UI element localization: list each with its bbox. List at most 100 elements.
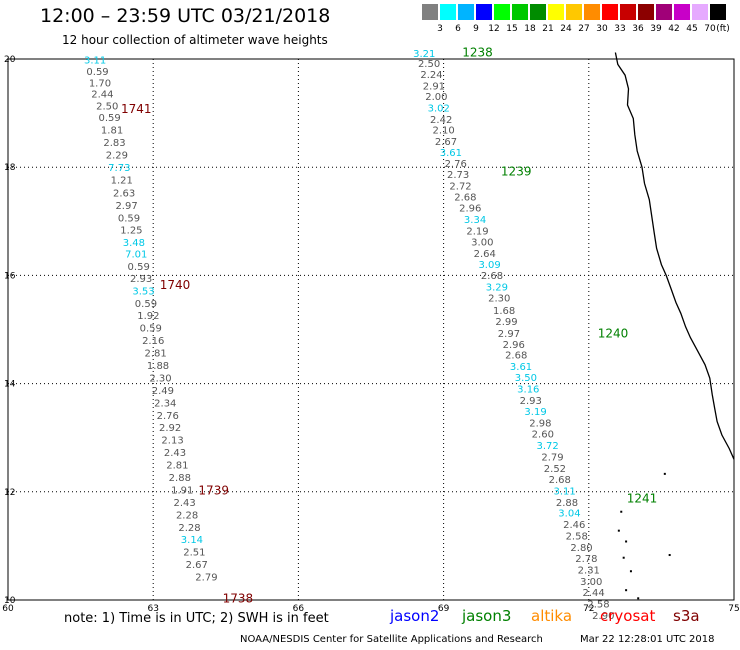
wave-height-value: 0.59: [128, 262, 150, 273]
wave-height-value: 2.90: [592, 611, 614, 622]
latitude-tick-label: 20: [4, 55, 16, 65]
longitude-tick-label: 72: [583, 604, 594, 614]
wave-height-value: 2.88: [169, 473, 191, 484]
units-note: note: 1) Time is in UTC; 2) SWH is in fe…: [64, 611, 329, 626]
wave-height-value: 2.68: [505, 351, 527, 362]
legend-swatch: [710, 4, 726, 20]
map-title: 12:00 – 23:59 UTC 03/21/2018: [40, 5, 331, 27]
credit-text: NOAA/NESDIS Center for Satellite Applica…: [240, 634, 543, 645]
wave-height-value: 0.59: [135, 299, 157, 310]
island-dot: [663, 472, 666, 475]
pass-time-label: 1739: [198, 484, 229, 498]
wave-height-value: 2.16: [142, 336, 164, 347]
wave-height-value: 2.30: [488, 293, 510, 304]
legend-label: 12: [488, 24, 500, 34]
legend-swatch: [638, 4, 654, 20]
wave-height-value: 3.11: [84, 55, 106, 66]
map-subtitle: 12 hour collection of altimeter wave hei…: [62, 33, 328, 47]
mission-cryosat: cryosat: [600, 607, 656, 625]
legend-label: 45: [686, 24, 698, 34]
legend-swatch: [692, 4, 708, 20]
timestamp-text: Mar 22 12:28:01 UTC 2018: [580, 634, 715, 645]
wave-height-value: 2.79: [541, 452, 563, 463]
wave-height-value: 2.63: [113, 188, 135, 199]
wave-height-value: 2.46: [563, 520, 585, 531]
wave-height-value: 2.58: [587, 600, 609, 611]
legend-swatch: [458, 4, 474, 20]
wave-height-value: 2.68: [454, 193, 476, 204]
legend-label: 15: [506, 24, 518, 34]
legend-swatch: [656, 4, 672, 20]
latitude-tick-label: 12: [4, 488, 15, 498]
island-dot: [622, 556, 625, 559]
wave-height-value: 2.93: [130, 274, 152, 285]
wave-height-value: 1.91: [171, 485, 193, 496]
legend-label: 18: [524, 24, 536, 34]
wave-height-value: 2.51: [183, 548, 205, 559]
wave-height-value: 2.43: [164, 448, 186, 459]
legend-label: 6: [455, 24, 461, 34]
wave-height-value: 2.10: [432, 126, 454, 137]
wave-height-value: 2.98: [529, 418, 551, 429]
latitude-tick-label: 18: [4, 163, 16, 173]
wave-height-value: 3.50: [515, 373, 537, 384]
legend-swatch: [512, 4, 528, 20]
legend-swatch: [530, 4, 546, 20]
wave-height-value: 2.52: [544, 464, 566, 475]
wave-height-value: 2.68: [549, 475, 571, 486]
wave-height-value: 2.78: [575, 554, 597, 565]
legend-label: 24: [560, 24, 572, 34]
wave-height-value: 3.16: [517, 384, 539, 395]
legend-swatch: [584, 4, 600, 20]
wave-height-value: 3.21: [413, 49, 435, 60]
wave-height-value: 3.00: [471, 238, 493, 249]
longitude-tick-label: 75: [728, 604, 739, 614]
wave-height-value: 3.61: [440, 148, 462, 159]
wave-height-value: 2.96: [503, 340, 525, 351]
wave-height-value: 2.34: [154, 398, 176, 409]
wave-height-value: 2.81: [166, 461, 188, 472]
legend-label: 3: [437, 24, 443, 34]
wave-height-value: 2.30: [149, 373, 171, 384]
wave-height-value: 2.73: [447, 170, 469, 181]
wave-height-value: 2.97: [498, 329, 520, 340]
wave-height-value: 3.72: [537, 441, 559, 452]
wave-height-value: 2.28: [178, 523, 200, 534]
wave-height-value: 2.67: [186, 560, 208, 571]
pass-time-label: 1239: [501, 164, 532, 178]
wave-height-value: 2.28: [176, 510, 198, 521]
pass-time-label: 1738: [223, 592, 254, 606]
wave-height-value: 2.88: [556, 498, 578, 509]
wave-height-value: 2.76: [157, 411, 179, 422]
wave-height-value: 3.34: [464, 215, 486, 226]
wave-height-value: 2.93: [520, 396, 542, 407]
legend-label: 27: [578, 24, 590, 34]
legend-swatch: [566, 4, 582, 20]
wave-height-value: 2.97: [115, 201, 137, 212]
island-dot: [625, 540, 628, 543]
wave-height-value: 1.25: [120, 226, 142, 237]
wave-height-value: 1.92: [137, 311, 159, 322]
wave-height-value: 2.44: [91, 89, 113, 100]
longitude-tick-label: 69: [438, 604, 450, 614]
wave-height-value: 2.92: [159, 423, 181, 434]
wave-height-value: 2.64: [474, 249, 496, 260]
island-dot: [629, 570, 632, 573]
wave-height-value: 2.96: [459, 204, 481, 215]
wave-height-value: 2.42: [430, 115, 452, 126]
latitude-tick-label: 16: [4, 271, 16, 281]
pass-time-label: 1740: [160, 278, 191, 292]
coastline: [614, 52, 735, 460]
legend-swatch: [494, 4, 510, 20]
wave-height-value: 7.01: [125, 250, 147, 261]
wave-height-value: 2.60: [532, 430, 554, 441]
mission-jason3: jason3: [462, 607, 512, 625]
wave-height-value: 3.29: [486, 283, 508, 294]
wave-height-value: 1.70: [89, 79, 111, 90]
wave-height-value: 2.58: [566, 531, 588, 542]
wave-height-value: 0.59: [99, 113, 121, 124]
legend-label: 30: [596, 24, 608, 34]
wave-height-value: 1.88: [147, 361, 169, 372]
